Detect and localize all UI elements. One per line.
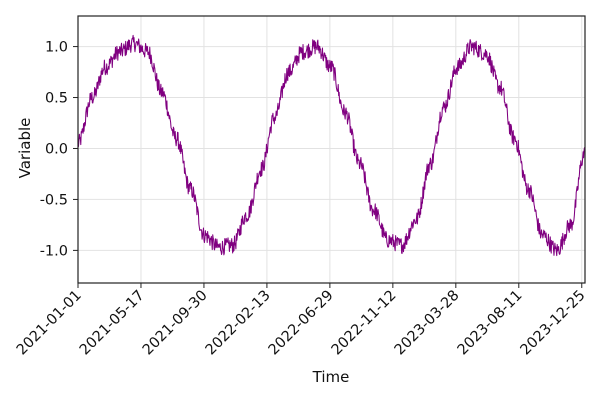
x-tick-label: 2022-02-13 (203, 288, 274, 359)
series-line (77, 34, 586, 257)
y-axis: -1.0 -0.5 0.0 0.5 1.0 (40, 40, 78, 259)
x-tick-label: 2023-12-25 (518, 288, 589, 359)
y-axis-label: Variable (16, 118, 34, 179)
x-tick-label: 2021-05-17 (77, 288, 148, 359)
x-tick-label: 2023-03-28 (392, 288, 463, 359)
x-tick-label: 2022-11-12 (329, 288, 400, 359)
y-tick-label: -0.5 (40, 192, 68, 208)
y-tick-label: 1.0 (45, 40, 68, 56)
y-tick-label: 0.5 (45, 91, 68, 107)
x-tick-label: 2021-01-01 (14, 288, 85, 359)
x-axis-label: Time (312, 368, 350, 386)
y-tick-label: -1.0 (40, 243, 68, 259)
x-tick-label: 2023-08-11 (455, 288, 526, 359)
series-layer (77, 34, 586, 257)
gridlines (77, 16, 585, 283)
plot-frame (77, 15, 586, 284)
x-tick-label: 2022-06-29 (266, 288, 337, 359)
x-axis: 2021-01-012021-05-172021-09-302022-02-13… (14, 283, 589, 358)
y-tick-label: 0.0 (45, 141, 68, 157)
x-tick-label: 2021-09-30 (140, 288, 211, 359)
